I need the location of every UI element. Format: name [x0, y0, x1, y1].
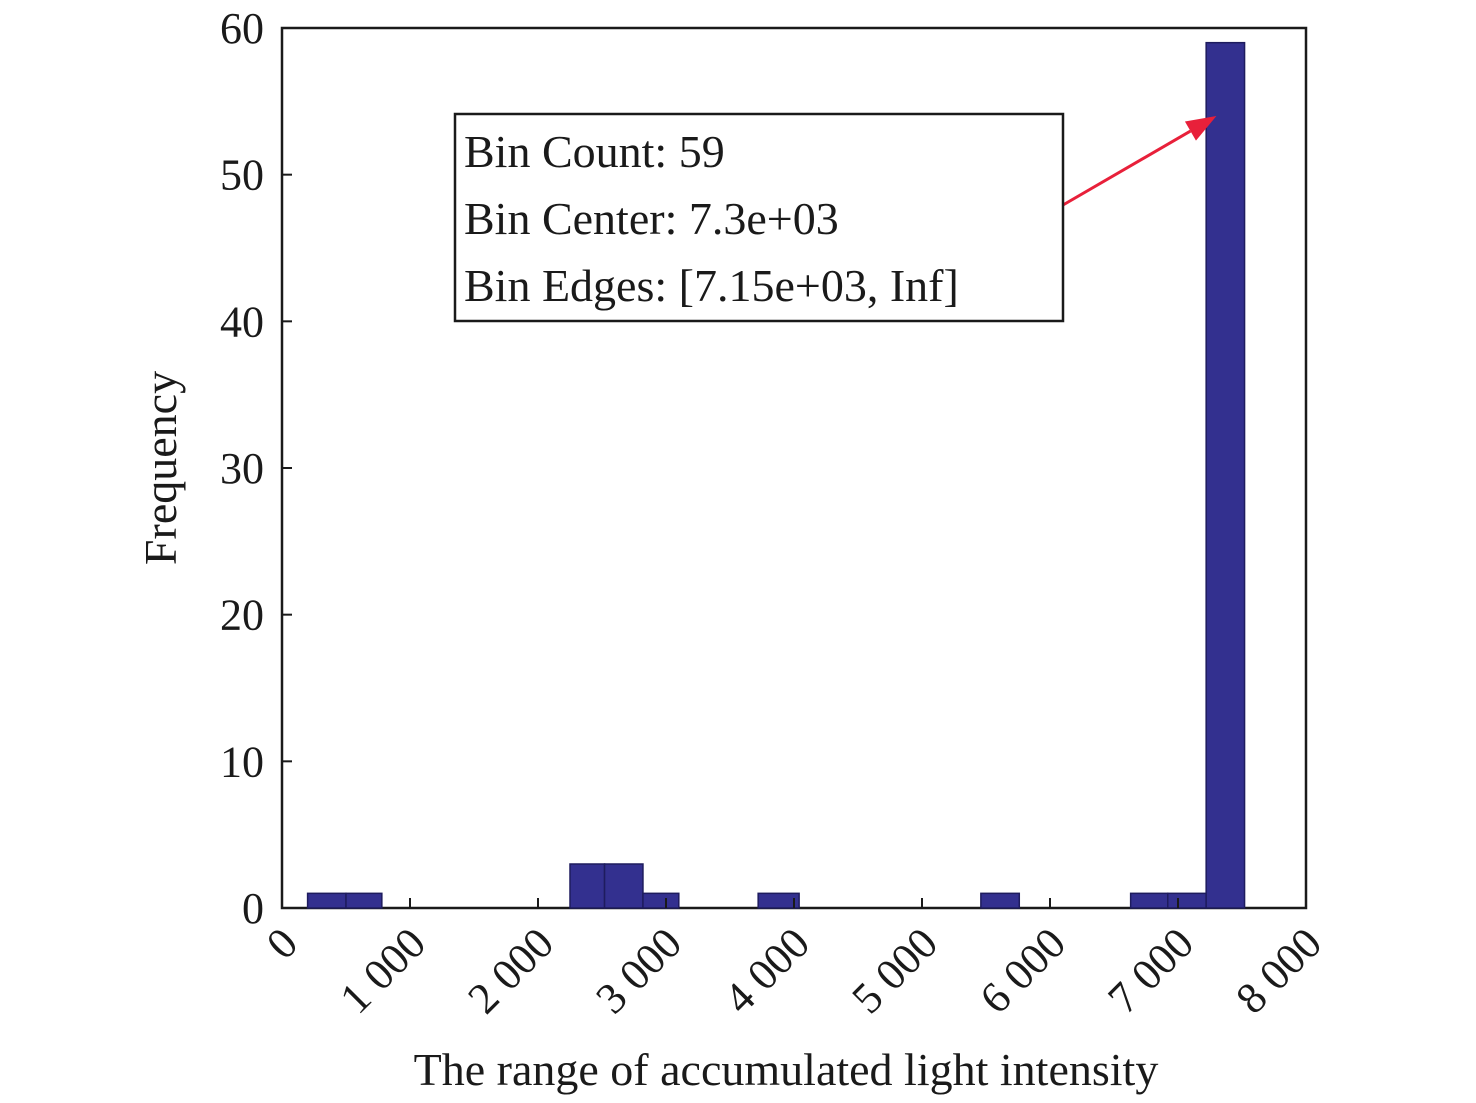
- y-tick-label-4: 40: [220, 297, 264, 346]
- x-tick-label-5: 5 000: [842, 918, 947, 1023]
- histogram-bar-0: [306, 892, 347, 909]
- y-tick-label-1: 10: [220, 737, 264, 786]
- datatip-arrow-head: [1184, 116, 1217, 141]
- datatip-arrow: [1062, 129, 1192, 207]
- y-tick-label-3: 30: [220, 444, 264, 493]
- histogram-bar-7: [1129, 892, 1169, 909]
- x-tick-label-8: 8 000: [1226, 918, 1331, 1023]
- histogram-bar-9: [1205, 41, 1246, 909]
- histogram-bar-2: [569, 863, 606, 909]
- datatip-line-edges: Bin Edges: [7.15e+03, Inf]: [464, 260, 959, 311]
- x-tick-label-3: 3 000: [586, 918, 691, 1023]
- datatip-line-center: Bin Center: 7.3e+03: [464, 193, 839, 244]
- datatip-box: [453, 112, 1065, 323]
- x-tick-label-1: 1 000: [330, 918, 435, 1023]
- x-axis-ticks: 0 1 000 2 000 3 000 4 000 5 000 6 000 7 000 8 00…: [257, 898, 1331, 1023]
- y-axis-label: Frequency: [135, 371, 186, 565]
- bars-group: [306, 41, 1246, 909]
- histogram-bar-4: [642, 892, 680, 909]
- y-tick-label-2: 20: [220, 591, 264, 640]
- histogram-bar-5: [757, 892, 800, 909]
- datatip-line-count: Bin Count: 59: [464, 126, 725, 177]
- datatip: Bin Count: 59 Bin Center: 7.3e+03 Bin Ed…: [453, 112, 1217, 323]
- histogram-bar-3: [603, 863, 644, 909]
- histogram-bar-6: [980, 892, 1021, 909]
- x-tick-label-7: 7 000: [1098, 918, 1203, 1023]
- y-tick-label-0: 0: [242, 884, 264, 933]
- x-tick-label-2: 2 000: [458, 918, 563, 1023]
- y-tick-label-6: 60: [220, 4, 264, 53]
- x-tick-label-4: 4 000: [714, 918, 819, 1023]
- x-tick-label-0: 0: [257, 918, 307, 968]
- y-axis-ticks: 0 10 20 30 40 50 60: [220, 4, 292, 933]
- x-tick-label-6: 6 000: [970, 918, 1075, 1023]
- x-axis-label: The range of accumulated light intensity: [414, 1044, 1159, 1095]
- histogram-bar-1: [345, 892, 383, 909]
- histogram-bar-8: [1167, 892, 1207, 909]
- y-tick-label-5: 50: [220, 151, 264, 200]
